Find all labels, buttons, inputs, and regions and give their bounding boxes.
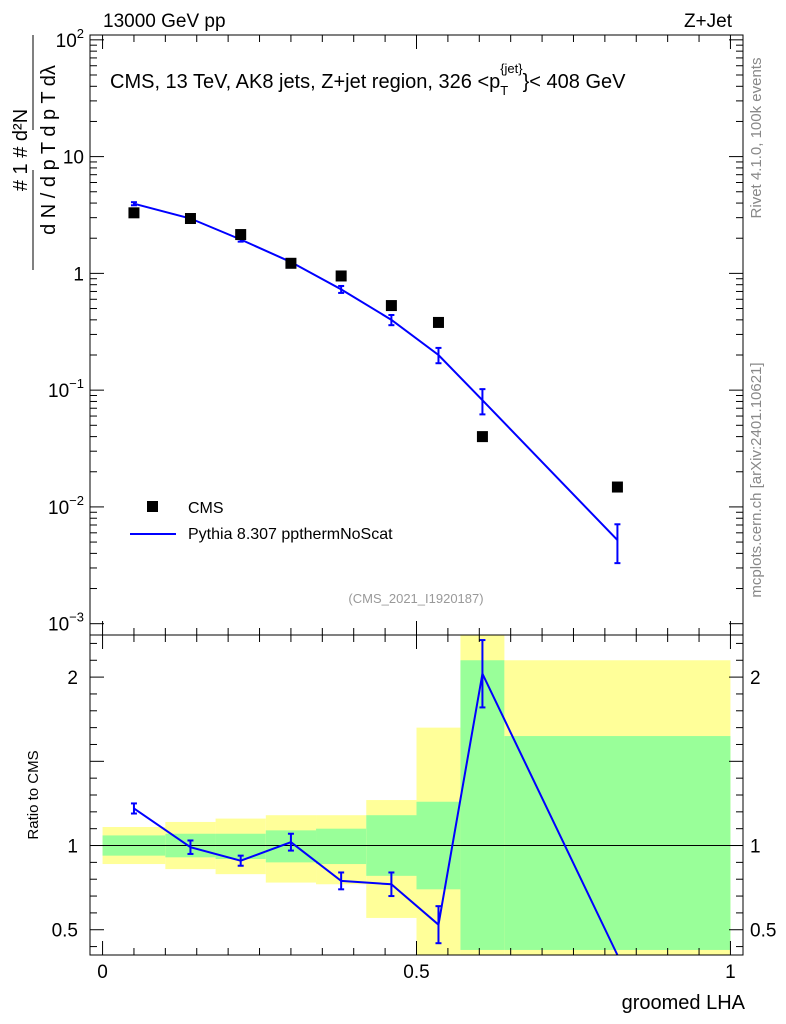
- y-tick-mantissa: 10: [48, 615, 69, 636]
- ratio-y-tick-label-left: 0.5: [52, 921, 78, 942]
- ratio-y-tick-label-left: 2: [67, 668, 78, 689]
- upper-y-axis-label: # 1 # d²N d N / d p T d p T dλ: [10, 35, 60, 270]
- cms-data-point: [235, 229, 247, 241]
- cms-data-point: [285, 257, 297, 269]
- lower-plot-bands: [90, 635, 743, 955]
- cms-uncertainty-band-inner: [316, 828, 367, 865]
- cms-uncertainty-band-inner: [460, 660, 505, 950]
- plot-title: CMS, 13 TeV, AK8 jets, Z+jet region, 326…: [110, 61, 626, 98]
- cms-data-point: [385, 300, 397, 312]
- y-tick-mantissa: 10: [56, 31, 77, 52]
- svg-text:d N / d p T d p T dλ: d N / d p T d p T dλ: [38, 65, 60, 235]
- ratio-y-tick-label-right: 2: [750, 668, 761, 689]
- y-tick-label: 10−1: [48, 376, 84, 402]
- lower-plot-marks: [130, 639, 619, 956]
- cms-data-point: [128, 207, 140, 219]
- process-label: Z+Jet: [684, 11, 733, 32]
- mc-line: [133, 202, 619, 541]
- y-tick-label: 10−3: [48, 610, 84, 636]
- upper-plot-frame: [89, 34, 744, 636]
- title-main: CMS, 13 TeV, AK8 jets, Z+jet region, 326…: [110, 71, 500, 93]
- x-tick-label: 1: [725, 962, 736, 983]
- rivet-version-label: Rivet 4.1.0, 100k events: [748, 58, 765, 219]
- legend-label-mc: Pythia 8.307 ppthermNoScat: [188, 526, 393, 543]
- y-tick-label: 1: [73, 264, 84, 285]
- y-tick-exponent: 2: [77, 26, 84, 41]
- svg-text:# 1 # d²N: # 1 # d²N: [10, 109, 32, 191]
- cms-data-point: [611, 481, 623, 493]
- collision-label: 13000 GeV pp: [103, 11, 226, 32]
- title-subscript: T: [500, 83, 508, 98]
- y-tick-exponent: −1: [69, 376, 84, 391]
- y-tick-label: 102: [56, 26, 84, 52]
- x-axis-label: groomed LHA: [622, 992, 746, 1014]
- source-url-label: mcplots.cern.ch [arXiv:2401.10621]: [748, 362, 765, 597]
- ratio-y-tick-label-right: 0.5: [750, 921, 776, 942]
- y-tick-exponent: −2: [69, 493, 84, 508]
- title-superscript: {jet}: [500, 61, 523, 76]
- x-tick-label: 0: [97, 962, 108, 983]
- analysis-id: (CMS_2021_I1920187): [348, 591, 483, 606]
- legend-label-cms: CMS: [188, 500, 224, 517]
- cms-data-point: [184, 213, 196, 225]
- lower-axis-ticks: 0.5 0.5 1 1 2 2 0 0.5 1: [52, 635, 776, 983]
- y-tick-label: 10: [63, 148, 84, 169]
- ratio-y-tick-label-left: 1: [67, 837, 78, 858]
- x-tick-label: 0.5: [403, 962, 429, 983]
- legend: CMS Pythia 8.307 ppthermNoScat: [130, 500, 393, 543]
- y-tick-label: 10−2: [48, 493, 84, 519]
- lower-y-axis-label: Ratio to CMS: [25, 750, 42, 839]
- y-tick-exponent: −3: [69, 610, 84, 625]
- ratio-y-tick-label-right: 1: [750, 837, 761, 858]
- y-tick-mantissa: 10: [48, 498, 69, 519]
- cms-data-point: [476, 431, 488, 443]
- cms-data-point: [335, 270, 347, 282]
- title-end: }< 408 GeV: [523, 71, 627, 93]
- y-tick-mantissa: 10: [48, 381, 69, 402]
- legend-marker-cms: [147, 501, 158, 512]
- cms-uncertainty-band-inner: [504, 736, 731, 950]
- cms-data-point: [432, 316, 444, 328]
- upper-plot-marks: [128, 201, 623, 565]
